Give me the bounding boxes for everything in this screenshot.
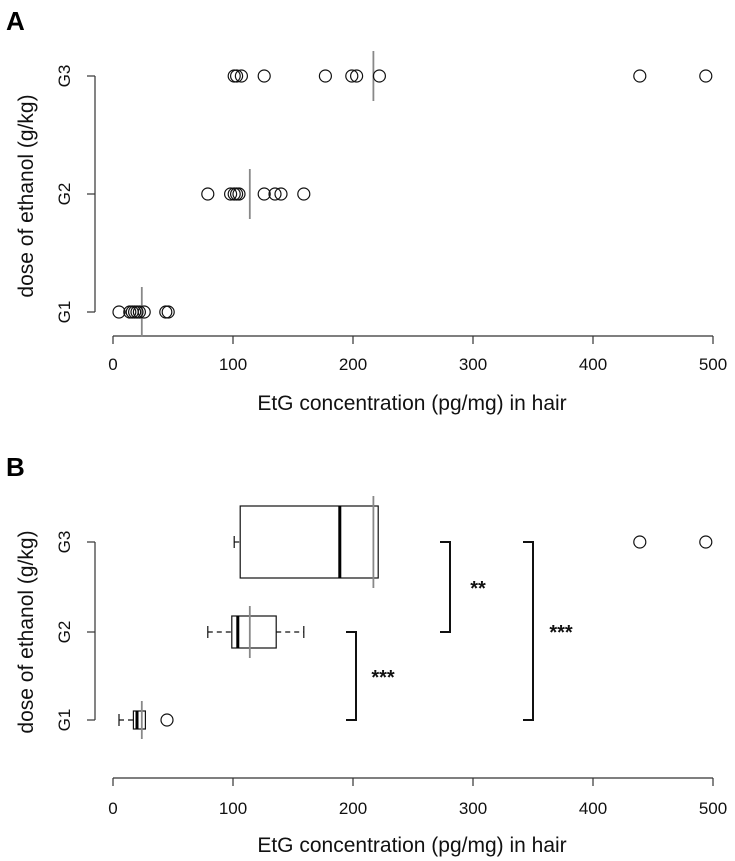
- panel-a-data-point: [232, 187, 246, 201]
- panel-a-x-tick-label: 500: [699, 355, 727, 374]
- panel-b-outlier-point: [633, 535, 647, 549]
- panel-b-significance-label: **: [470, 578, 486, 600]
- panel-b-significance-bracket: [346, 631, 357, 721]
- panel-b-y-axis-title: dose of ethanol (g/kg): [15, 530, 38, 733]
- panel-b-significance-label: ***: [371, 667, 395, 689]
- panel-b-x-tick-label: 200: [339, 799, 367, 818]
- panel-a-x-tick-label: 300: [459, 355, 487, 374]
- panel-a-x-axis-title: EtG concentration (pg/mg) in hair: [257, 392, 566, 415]
- panel-a-data-point: [699, 69, 713, 83]
- panel-b-y-tick-label: G3: [55, 531, 74, 554]
- panel-b-x-tick-label: 300: [459, 799, 487, 818]
- panel-b-y-tick-label: G2: [55, 621, 74, 644]
- panel-a-data-point: [633, 69, 647, 83]
- panel-a-data-point: [132, 305, 146, 319]
- panel-b: B dose of ethanol (g/kg) EtG concentrati…: [6, 452, 727, 857]
- panel-b-x-tick-label: 0: [108, 799, 117, 818]
- panel-a-data-point: [201, 187, 215, 201]
- panel-a-y-tick-label: G2: [55, 183, 74, 206]
- panel-a-x-tick-label: 200: [339, 355, 367, 374]
- panel-b-significance-label: ***: [549, 622, 573, 644]
- panel-b-significance-bracket: [523, 541, 534, 721]
- panel-a-data-point: [268, 187, 282, 201]
- panel-b-outlier-point: [699, 535, 713, 549]
- panel-a-data-point: [234, 69, 248, 83]
- panel-a-x-tick-label: 100: [219, 355, 247, 374]
- panel-a-data-point: [274, 187, 288, 201]
- panel-b-x-tick-label: 100: [219, 799, 247, 818]
- panel-a-y-tick-label: G1: [55, 301, 74, 324]
- panel-a-data-point: [137, 305, 151, 319]
- panel-b-box: [239, 505, 379, 579]
- panel-b-outlier-point: [160, 713, 174, 727]
- panel-b-letter: B: [6, 452, 25, 482]
- panel-a-data-point: [224, 187, 238, 201]
- panel-a-letter: A: [6, 6, 25, 36]
- panel-a: A dose of ethanol (g/kg) EtG concentrati…: [6, 6, 727, 415]
- panel-a-y-tick-label: G3: [55, 65, 74, 88]
- panel-b-significance-bracket: [440, 541, 451, 633]
- panel-b-x-tick-label: 400: [579, 799, 607, 818]
- panel-a-data-point: [345, 69, 359, 83]
- panel-b-y-tick-label: G1: [55, 709, 74, 732]
- panel-a-data-point: [372, 69, 386, 83]
- panel-a-y-axis-title: dose of ethanol (g/kg): [15, 94, 38, 297]
- panel-a-data-point: [227, 69, 241, 83]
- panel-a-data-point: [318, 69, 332, 83]
- panel-a-data-point: [297, 187, 311, 201]
- panel-a-data-point: [257, 69, 271, 83]
- panel-a-data-point: [161, 305, 175, 319]
- panel-a-data-point: [257, 187, 271, 201]
- panel-a-data-point: [350, 69, 364, 83]
- panel-b-x-axis-title: EtG concentration (pg/mg) in hair: [257, 834, 566, 857]
- panel-a-x-tick-label: 400: [579, 355, 607, 374]
- panel-a-data-point: [112, 305, 126, 319]
- panel-b-box: [132, 710, 146, 730]
- panel-a-data-point: [230, 69, 244, 83]
- panel-b-x-tick-label: 500: [699, 799, 727, 818]
- panel-a-x-tick-label: 0: [108, 355, 117, 374]
